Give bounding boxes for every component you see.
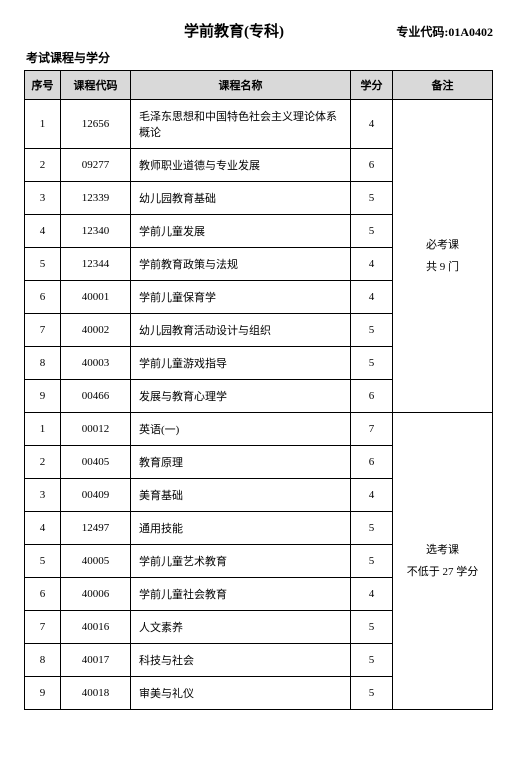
- col-name: 课程名称: [131, 71, 351, 100]
- cell-idx: 1: [25, 413, 61, 446]
- cell-name: 美育基础: [131, 479, 351, 512]
- major-code: 专业代码:01A0402: [396, 23, 493, 40]
- cell-code: 00409: [61, 479, 131, 512]
- cell-credit: 4: [351, 100, 393, 149]
- cell-name: 教师职业道德与专业发展: [131, 149, 351, 182]
- cell-idx: 2: [25, 446, 61, 479]
- cell-code: 40017: [61, 644, 131, 677]
- cell-code: 40002: [61, 314, 131, 347]
- table-header-row: 序号 课程代码 课程名称 学分 备注: [25, 71, 493, 100]
- cell-idx: 4: [25, 215, 61, 248]
- cell-code: 12344: [61, 248, 131, 281]
- cell-credit: 7: [351, 413, 393, 446]
- cell-credit: 5: [351, 215, 393, 248]
- cell-name: 学前教育政策与法规: [131, 248, 351, 281]
- cell-name: 教育原理: [131, 446, 351, 479]
- cell-name: 发展与教育心理学: [131, 380, 351, 413]
- cell-credit: 5: [351, 314, 393, 347]
- cell-code: 00012: [61, 413, 131, 446]
- cell-code: 40006: [61, 578, 131, 611]
- cell-credit: 4: [351, 479, 393, 512]
- cell-idx: 9: [25, 677, 61, 710]
- cell-credit: 5: [351, 182, 393, 215]
- cell-credit: 5: [351, 677, 393, 710]
- cell-credit: 6: [351, 446, 393, 479]
- cell-name: 学前儿童游戏指导: [131, 347, 351, 380]
- cell-name: 人文素养: [131, 611, 351, 644]
- cell-idx: 1: [25, 100, 61, 149]
- note-line2: 共 9 门: [399, 256, 486, 278]
- cell-idx: 7: [25, 314, 61, 347]
- note-line2: 不低于 27 学分: [399, 561, 486, 583]
- cell-code: 12340: [61, 215, 131, 248]
- cell-credit: 4: [351, 248, 393, 281]
- cell-credit: 4: [351, 281, 393, 314]
- cell-credit: 5: [351, 347, 393, 380]
- code-value: 01A0402: [448, 25, 493, 39]
- page-title: 学前教育(专科): [184, 20, 284, 41]
- subtitle: 考试课程与学分: [26, 49, 493, 66]
- cell-credit: 5: [351, 545, 393, 578]
- cell-credit: 6: [351, 380, 393, 413]
- table-row: 112656毛泽东思想和中国特色社会主义理论体系概论4必考课共 9 门: [25, 100, 493, 149]
- col-note: 备注: [393, 71, 493, 100]
- header: 学前教育(专科) 专业代码:01A0402: [24, 20, 493, 41]
- col-credit: 学分: [351, 71, 393, 100]
- col-code: 课程代码: [61, 71, 131, 100]
- cell-credit: 5: [351, 611, 393, 644]
- cell-name: 幼儿园教育活动设计与组织: [131, 314, 351, 347]
- cell-idx: 4: [25, 512, 61, 545]
- course-table: 序号 课程代码 课程名称 学分 备注 112656毛泽东思想和中国特色社会主义理…: [24, 70, 493, 710]
- table-row: 100012英语(一)7选考课不低于 27 学分: [25, 413, 493, 446]
- cell-idx: 7: [25, 611, 61, 644]
- cell-name: 学前儿童保育学: [131, 281, 351, 314]
- cell-credit: 5: [351, 512, 393, 545]
- col-idx: 序号: [25, 71, 61, 100]
- cell-note: 选考课不低于 27 学分: [393, 413, 493, 710]
- cell-name: 学前儿童社会教育: [131, 578, 351, 611]
- cell-code: 40016: [61, 611, 131, 644]
- cell-credit: 6: [351, 149, 393, 182]
- cell-name: 审美与礼仪: [131, 677, 351, 710]
- cell-name: 科技与社会: [131, 644, 351, 677]
- cell-idx: 8: [25, 347, 61, 380]
- cell-credit: 5: [351, 644, 393, 677]
- cell-code: 40005: [61, 545, 131, 578]
- cell-note: 必考课共 9 门: [393, 100, 493, 413]
- cell-code: 12497: [61, 512, 131, 545]
- cell-idx: 6: [25, 281, 61, 314]
- cell-name: 通用技能: [131, 512, 351, 545]
- cell-name: 幼儿园教育基础: [131, 182, 351, 215]
- cell-code: 00466: [61, 380, 131, 413]
- cell-idx: 5: [25, 545, 61, 578]
- cell-idx: 8: [25, 644, 61, 677]
- cell-idx: 3: [25, 479, 61, 512]
- cell-code: 40018: [61, 677, 131, 710]
- cell-idx: 3: [25, 182, 61, 215]
- cell-code: 12339: [61, 182, 131, 215]
- cell-name: 毛泽东思想和中国特色社会主义理论体系概论: [131, 100, 351, 149]
- note-line1: 必考课: [399, 234, 486, 256]
- note-line1: 选考课: [399, 539, 486, 561]
- cell-code: 00405: [61, 446, 131, 479]
- code-label: 专业代码:: [396, 25, 448, 39]
- cell-idx: 2: [25, 149, 61, 182]
- cell-name: 学前儿童发展: [131, 215, 351, 248]
- cell-code: 09277: [61, 149, 131, 182]
- cell-code: 40001: [61, 281, 131, 314]
- cell-name: 学前儿童艺术教育: [131, 545, 351, 578]
- cell-code: 12656: [61, 100, 131, 149]
- cell-idx: 9: [25, 380, 61, 413]
- cell-credit: 4: [351, 578, 393, 611]
- cell-idx: 5: [25, 248, 61, 281]
- cell-idx: 6: [25, 578, 61, 611]
- cell-name: 英语(一): [131, 413, 351, 446]
- cell-code: 40003: [61, 347, 131, 380]
